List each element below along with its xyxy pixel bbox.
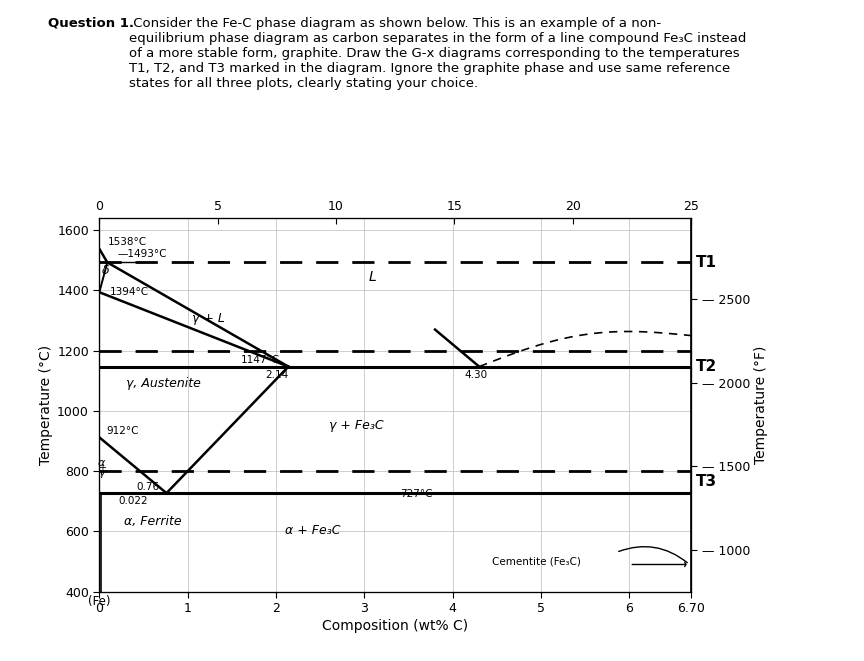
Text: —1493°C: —1493°C [117,249,167,258]
Text: 727°C: 727°C [400,488,432,498]
X-axis label: Composition (wt% C): Composition (wt% C) [322,619,468,633]
Text: Cementite (Fe₃C): Cementite (Fe₃C) [492,557,581,566]
Text: Consider the Fe-C phase diagram as shown below. This is an example of a non-
equ: Consider the Fe-C phase diagram as shown… [129,17,746,89]
Text: 0.76: 0.76 [137,482,160,492]
Text: γ, Austenite: γ, Austenite [126,377,200,390]
Text: (Fe): (Fe) [88,595,111,607]
Text: 1394°C: 1394°C [110,287,149,297]
Text: Question 1.: Question 1. [48,17,134,30]
Text: T3: T3 [696,475,716,489]
Text: α + Fe₃C: α + Fe₃C [285,524,340,537]
Text: 2.14: 2.14 [265,369,289,380]
Text: α: α [98,458,105,468]
Y-axis label: Temperature (°C): Temperature (°C) [39,345,53,465]
Text: γ + L: γ + L [192,312,225,325]
Text: 1538°C: 1538°C [108,237,148,247]
Text: T2: T2 [696,359,717,374]
Text: δ: δ [102,264,110,277]
Text: 4.30: 4.30 [464,369,487,380]
Text: L: L [369,270,377,284]
Text: α, Ferrite: α, Ferrite [124,515,181,527]
Text: 912°C: 912°C [106,426,139,436]
Text: γ + Fe₃C: γ + Fe₃C [329,419,384,432]
Text: +: + [98,463,105,473]
Text: T1: T1 [696,255,716,270]
Text: γ: γ [98,468,105,478]
Text: 0.022: 0.022 [118,496,149,506]
Text: 1147°C: 1147°C [241,355,280,365]
Y-axis label: Temperature (°F): Temperature (°F) [754,346,768,464]
